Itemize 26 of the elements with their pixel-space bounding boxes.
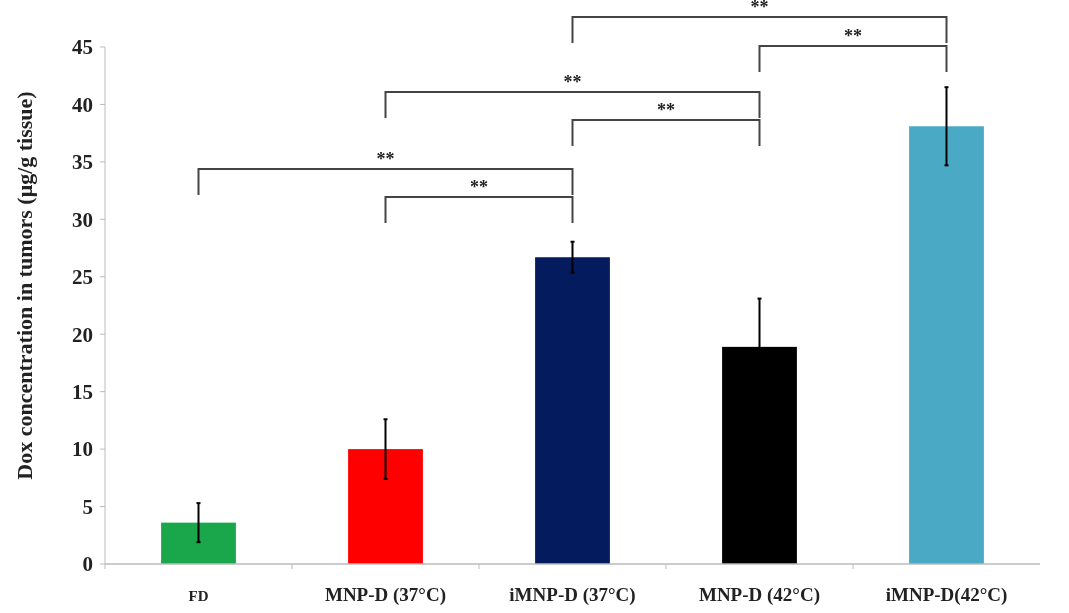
x-tick-label: iMNP-D (37°C) [509, 584, 636, 606]
y-tick-label: 5 [82, 494, 93, 519]
bar [348, 449, 423, 564]
y-tick-label: 25 [72, 265, 93, 290]
annotation: ** [470, 177, 488, 197]
bar [909, 126, 984, 564]
y-tick-label: 40 [72, 92, 93, 117]
annotation: ** [657, 100, 675, 120]
text: ** [844, 26, 862, 46]
x-tick-label: iMNP-D(42°C) [885, 584, 1008, 606]
y-tick-label: 30 [72, 207, 93, 232]
x-tick-label: MNP-D (42°C) [698, 584, 821, 606]
y-axis-title: Dox concentration in tumors (μg/g tissue) [12, 91, 37, 480]
x-tick-label: MNP-D (37°C) [324, 584, 447, 606]
y-tick-label: 10 [72, 437, 93, 462]
y-tick-label: 0 [82, 552, 93, 577]
annotation: ** [376, 149, 395, 169]
bar [161, 522, 236, 564]
y-tick-label: 45 [72, 35, 93, 60]
bar [535, 257, 610, 564]
y-tick-label: 35 [72, 150, 93, 175]
x-tick-label: FD [188, 588, 209, 604]
y-tick-label: 20 [72, 322, 93, 347]
annotation: ** [563, 72, 582, 92]
text: ** [750, 0, 769, 17]
y-tick-label: 15 [72, 380, 93, 405]
